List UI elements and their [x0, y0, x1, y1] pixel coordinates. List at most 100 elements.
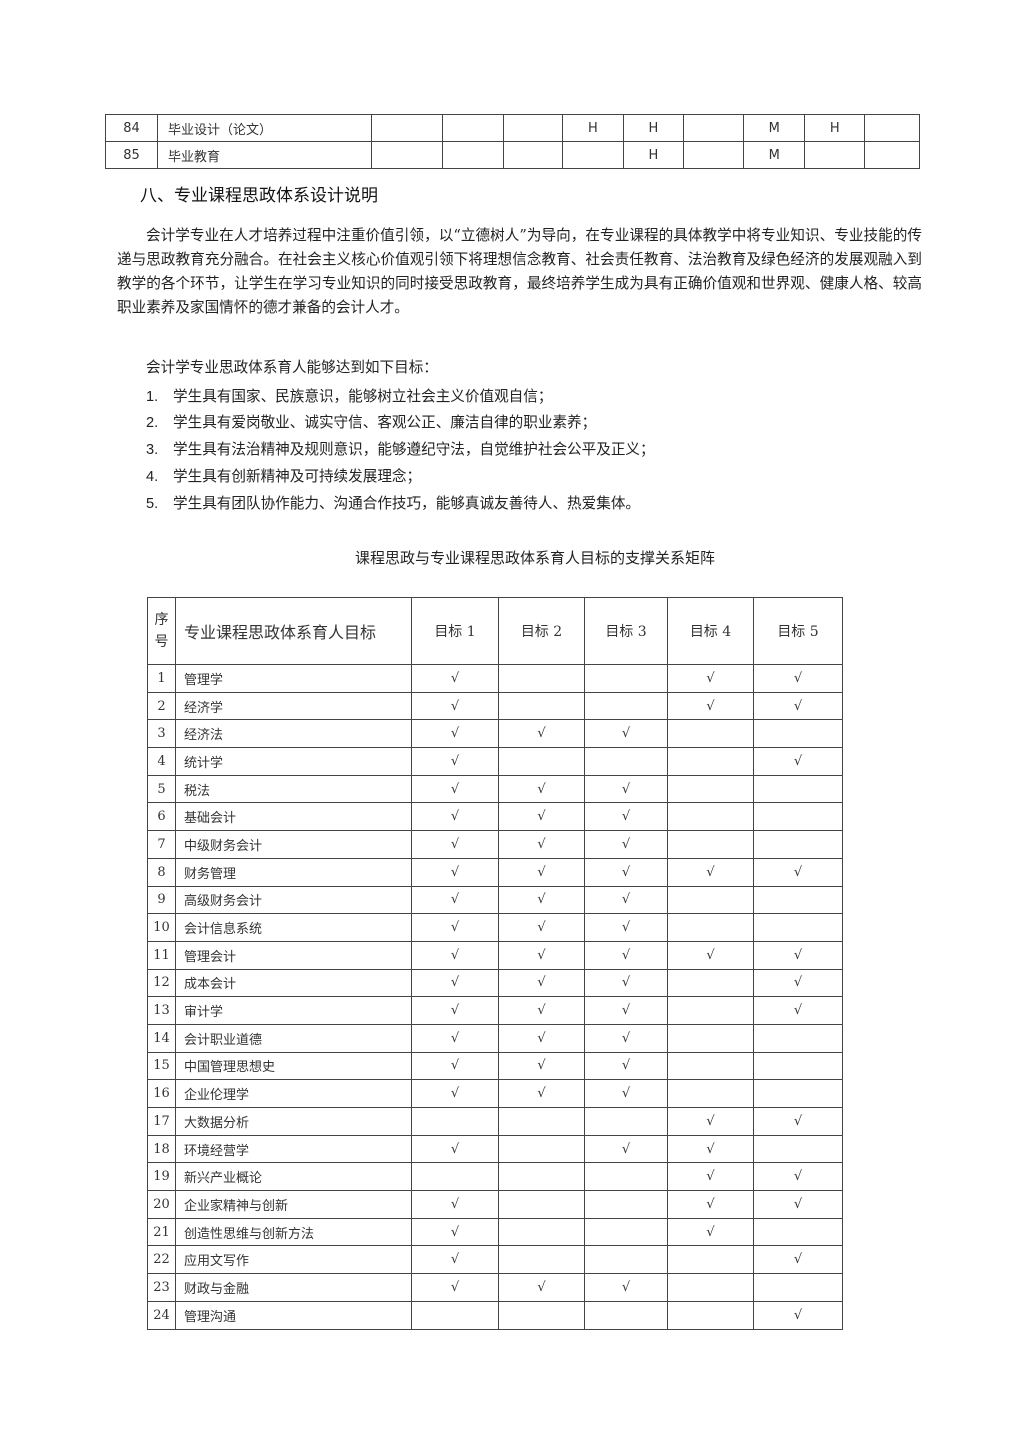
row-number: 2 [147, 691, 176, 721]
course-indicator-table: 84 毕业设计（论文） H H M H 85 毕业教育 H M [105, 114, 920, 169]
goal-number: 5. [146, 496, 159, 512]
indicator-cell: M [743, 114, 805, 142]
goal-cell: √ [498, 802, 585, 832]
goal-cell: √ [411, 1023, 499, 1053]
indicator-cell [683, 141, 745, 169]
goal-item: 3. 学生具有法治精神及规则意识，能够遵纪守法，自觉维护社会公平及正义； [146, 438, 655, 459]
goal-cell: √ [753, 968, 843, 998]
matrix-row: 2 经济学 √ √ √ [147, 691, 843, 721]
indicator-cell [441, 141, 504, 169]
course-name: 大数据分析 [175, 1107, 412, 1136]
course-name: 应用文写作 [175, 1245, 412, 1275]
goal-cell [667, 968, 754, 998]
course-name: 高级财务会计 [175, 885, 412, 915]
goal-cell: √ [753, 940, 843, 970]
goal-cell [584, 1190, 668, 1219]
header-seq-text: 序号 [154, 612, 169, 650]
goal-cell: √ [584, 1134, 668, 1164]
matrix-row: 3 经济法 √ √ √ [147, 719, 843, 749]
row-number: 20 [147, 1190, 176, 1219]
goal-cell [667, 1051, 754, 1081]
goal-cell [667, 913, 754, 942]
goal-cell: √ [753, 1245, 843, 1275]
goal-cell: √ [411, 857, 499, 887]
goal-cell [667, 774, 754, 804]
row-number: 3 [147, 719, 176, 749]
goal-cell [753, 1023, 843, 1053]
goal-cell [498, 1162, 585, 1192]
goal-cell: √ [498, 1023, 585, 1053]
table-row: 85 毕业教育 H M [105, 141, 920, 169]
intro-paragraph: 会计学专业在人才培养过程中注重价值引领，以“立德树人”为导向，在专业课程的具体教… [117, 227, 922, 316]
goal-cell [667, 1245, 754, 1275]
course-name: 会计职业道德 [175, 1023, 412, 1053]
goal-cell: √ [667, 1107, 754, 1136]
goal-cell: √ [753, 857, 843, 887]
goal-cell: √ [667, 664, 754, 693]
matrix-row: 6 基础会计 √ √ √ [147, 802, 843, 832]
matrix-row: 8 财务管理 √ √ √ √ √ [147, 857, 843, 887]
matrix-row: 14 会计职业道德 √ √ √ [147, 1023, 843, 1053]
goal-cell [498, 747, 585, 776]
row-number: 22 [147, 1245, 176, 1275]
table-row: 84 毕业设计（论文） H H M H [105, 114, 920, 142]
goals-intro: 会计学专业思政体系育人能够达到如下目标： [146, 359, 438, 376]
header-goal-1: 目标 1 [411, 597, 499, 665]
matrix-row: 22 应用文写作 √ √ [147, 1245, 843, 1275]
goal-cell: √ [411, 719, 499, 749]
matrix-row: 16 企业伦理学 √ √ √ [147, 1079, 843, 1108]
indicator-cell [370, 141, 443, 169]
goal-cell: √ [584, 1051, 668, 1081]
goal-cell: √ [498, 857, 585, 887]
indicator-cell: H [622, 141, 685, 169]
course-name: 统计学 [175, 747, 412, 776]
goal-cell: √ [753, 1300, 843, 1330]
goal-cell [584, 664, 668, 693]
goal-cell: √ [667, 1190, 754, 1219]
matrix-row: 1 管理学 √ √ √ [147, 664, 843, 693]
goal-text: 学生具有国家、民族意识，能够树立社会主义价值观自信； [173, 388, 553, 405]
support-matrix-table: 序号专业课程思政体系育人目标 目标 1 目标 2 目标 3 目标 4 目标 5 1 管理学 √ √… [147, 597, 843, 1330]
goal-cell [667, 1079, 754, 1108]
course-name: 经济法 [175, 719, 412, 749]
goal-cell: √ [667, 1134, 754, 1164]
goal-item: 4. 学生具有创新精神及可持续发展理念； [146, 465, 421, 486]
row-number: 5 [147, 774, 176, 804]
indicator-cell: H [562, 114, 624, 142]
indicator-cell [683, 114, 745, 142]
goal-cell [498, 1190, 585, 1219]
goal-cell [498, 1245, 585, 1275]
goal-cell: √ [753, 1162, 843, 1192]
section-heading: 八、专业课程思政体系设计说明 [140, 186, 378, 206]
goal-cell [753, 885, 843, 915]
course-name: 会计信息系统 [175, 913, 412, 942]
matrix-row: 17 大数据分析 √ √ [147, 1107, 843, 1136]
header-goal-2: 目标 2 [498, 597, 585, 665]
goal-cell: √ [411, 1079, 499, 1108]
goal-cell: √ [667, 1162, 754, 1192]
goal-cell: √ [753, 747, 843, 776]
goal-cell: √ [498, 1051, 585, 1081]
row-number: 17 [147, 1107, 176, 1136]
goal-cell [753, 802, 843, 832]
matrix-row: 7 中级财务会计 √ √ √ [147, 830, 843, 859]
goal-cell: √ [753, 1107, 843, 1136]
indicator-cell: M [743, 141, 805, 169]
goal-cell [584, 1162, 668, 1192]
goal-cell [498, 664, 585, 693]
matrix-row: 18 环境经营学 √ √ √ [147, 1134, 843, 1164]
goal-cell [667, 1300, 754, 1330]
goal-cell: √ [411, 1273, 499, 1302]
matrix-row: 4 统计学 √ √ [147, 747, 843, 776]
row-number: 9 [147, 885, 176, 915]
goal-cell: √ [584, 885, 668, 915]
goal-item: 5. 学生具有团队协作能力、沟通合作技巧，能够真诚友善待人、热爱集体。 [146, 492, 640, 513]
row-number: 19 [147, 1162, 176, 1192]
goal-cell [584, 1217, 668, 1247]
goal-cell [584, 691, 668, 721]
goal-cell: √ [584, 774, 668, 804]
header-goal-3: 目标 3 [584, 597, 668, 665]
goal-cell [584, 1107, 668, 1136]
goal-cell [667, 802, 754, 832]
